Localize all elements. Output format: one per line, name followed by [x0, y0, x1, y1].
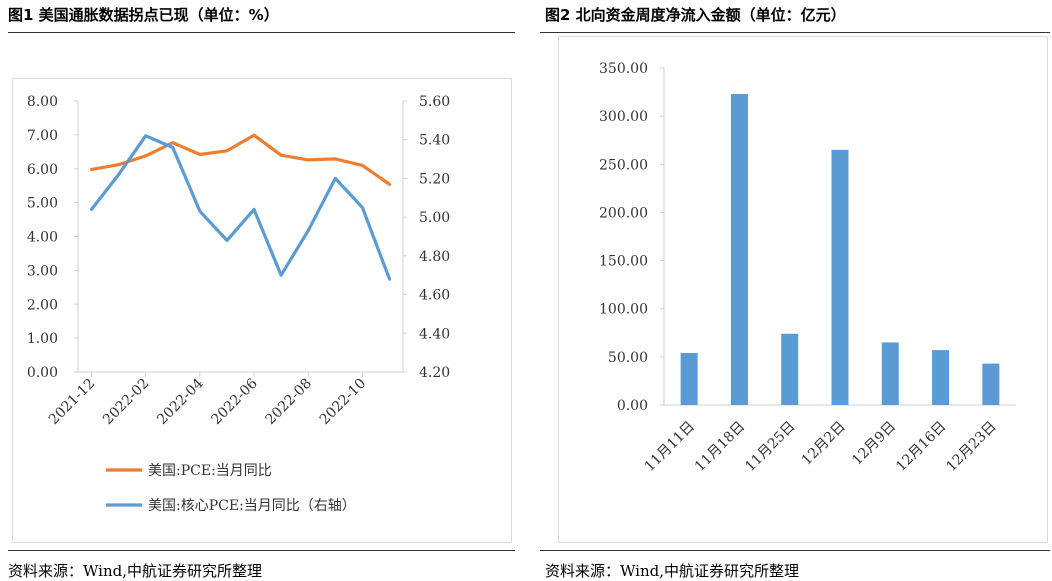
left-y-tick-label: 7.00 — [27, 128, 58, 144]
legend-label-2: 美国:核心PCE:当月同比（右轴） — [148, 498, 356, 514]
bar-1 — [680, 353, 698, 405]
bar-2 — [730, 93, 748, 406]
bar-4 — [831, 149, 849, 405]
right-chart-frame — [558, 36, 1048, 543]
bar-category-label: 11月25日 — [742, 419, 798, 475]
left-y-tick-label: 1.00 — [27, 331, 58, 347]
bar-y-tick-label: 200.00 — [599, 205, 648, 221]
left-source-rule — [8, 550, 515, 551]
bar-6 — [932, 350, 950, 405]
x-tick-label: 2022-10 — [317, 376, 369, 428]
right-y-tick-label: 5.20 — [419, 171, 450, 187]
series-line-1 — [89, 133, 392, 186]
left-title-rule — [8, 32, 515, 33]
bar-category-label: 11月18日 — [692, 419, 748, 475]
bar-category-label: 12月9日 — [849, 419, 899, 469]
bar-5 — [881, 342, 899, 405]
line-chart: 0.00 1.00 2.00 3.00 4.00 5.00 6.00 7.00 8.00 4.20… — [27, 94, 450, 514]
right-title-rule — [540, 32, 1050, 33]
bar-y-tick-label: 250.00 — [599, 157, 648, 173]
right-y-tick-label: 5.40 — [419, 133, 450, 149]
x-tick-label: 2022-06 — [208, 375, 261, 428]
bar-y-tick-label: 300.00 — [599, 109, 648, 125]
bar-category-label: 12月2日 — [799, 419, 849, 469]
bar-y-tick-label: 50.00 — [608, 350, 648, 366]
left-y-tick-label: 0.00 — [27, 365, 58, 381]
bar-y-tick-label: 100.00 — [599, 302, 648, 318]
left-y-tick-label: 2.00 — [27, 297, 58, 313]
bar-y-tick-label: 0.00 — [617, 398, 648, 414]
bar-category-label: 12月23日 — [943, 419, 999, 475]
left-y-tick-label: 4.00 — [27, 230, 58, 246]
right-y-tick-label: 5.00 — [419, 210, 450, 226]
bar-category-label: 11月11日 — [642, 419, 698, 475]
right-y-tick-label: 4.60 — [419, 288, 450, 304]
bar-y-tick-label: 150.00 — [599, 254, 648, 270]
right-y-tick-label: 4.40 — [419, 326, 450, 342]
bar-y-tick-label: 350.00 — [599, 61, 648, 77]
bar-3 — [781, 333, 799, 405]
left-chart-title: 图1 美国通胀数据拐点已现（单位：%） — [8, 6, 279, 24]
x-tick-label: 2022-04 — [154, 375, 207, 428]
left-y-tick-label: 3.00 — [27, 263, 58, 279]
right-y-tick-label: 4.80 — [419, 249, 450, 265]
right-source-rule — [540, 550, 1050, 551]
right-source-note: 资料来源：Wind,中航证券研究所整理 — [545, 562, 799, 580]
left-y-tick-label: 8.00 — [27, 94, 58, 110]
legend-label-1: 美国:PCE:当月同比 — [148, 463, 272, 479]
right-chart-title: 图2 北向资金周度净流入金额（单位：亿元） — [545, 6, 846, 24]
bar-7 — [982, 363, 1000, 405]
left-y-tick-label: 6.00 — [27, 162, 58, 178]
bar-category-label: 12月16日 — [893, 419, 949, 475]
left-chart-frame — [12, 78, 512, 543]
right-y-tick-label: 5.60 — [419, 94, 450, 110]
bar-chart: 0.00 50.00 100.00 150.00 200.00 250.00 300.00 3… — [599, 61, 1016, 475]
x-tick-label: 2021-12 — [46, 376, 98, 428]
left-y-tick-label: 5.00 — [27, 196, 58, 212]
left-source-note: 资料来源：Wind,中航证券研究所整理 — [8, 562, 262, 580]
series-line-2 — [89, 134, 392, 281]
right-y-tick-label: 4.20 — [419, 365, 450, 381]
x-tick-label: 2022-02 — [100, 376, 152, 428]
x-tick-label: 2022-08 — [263, 376, 315, 428]
